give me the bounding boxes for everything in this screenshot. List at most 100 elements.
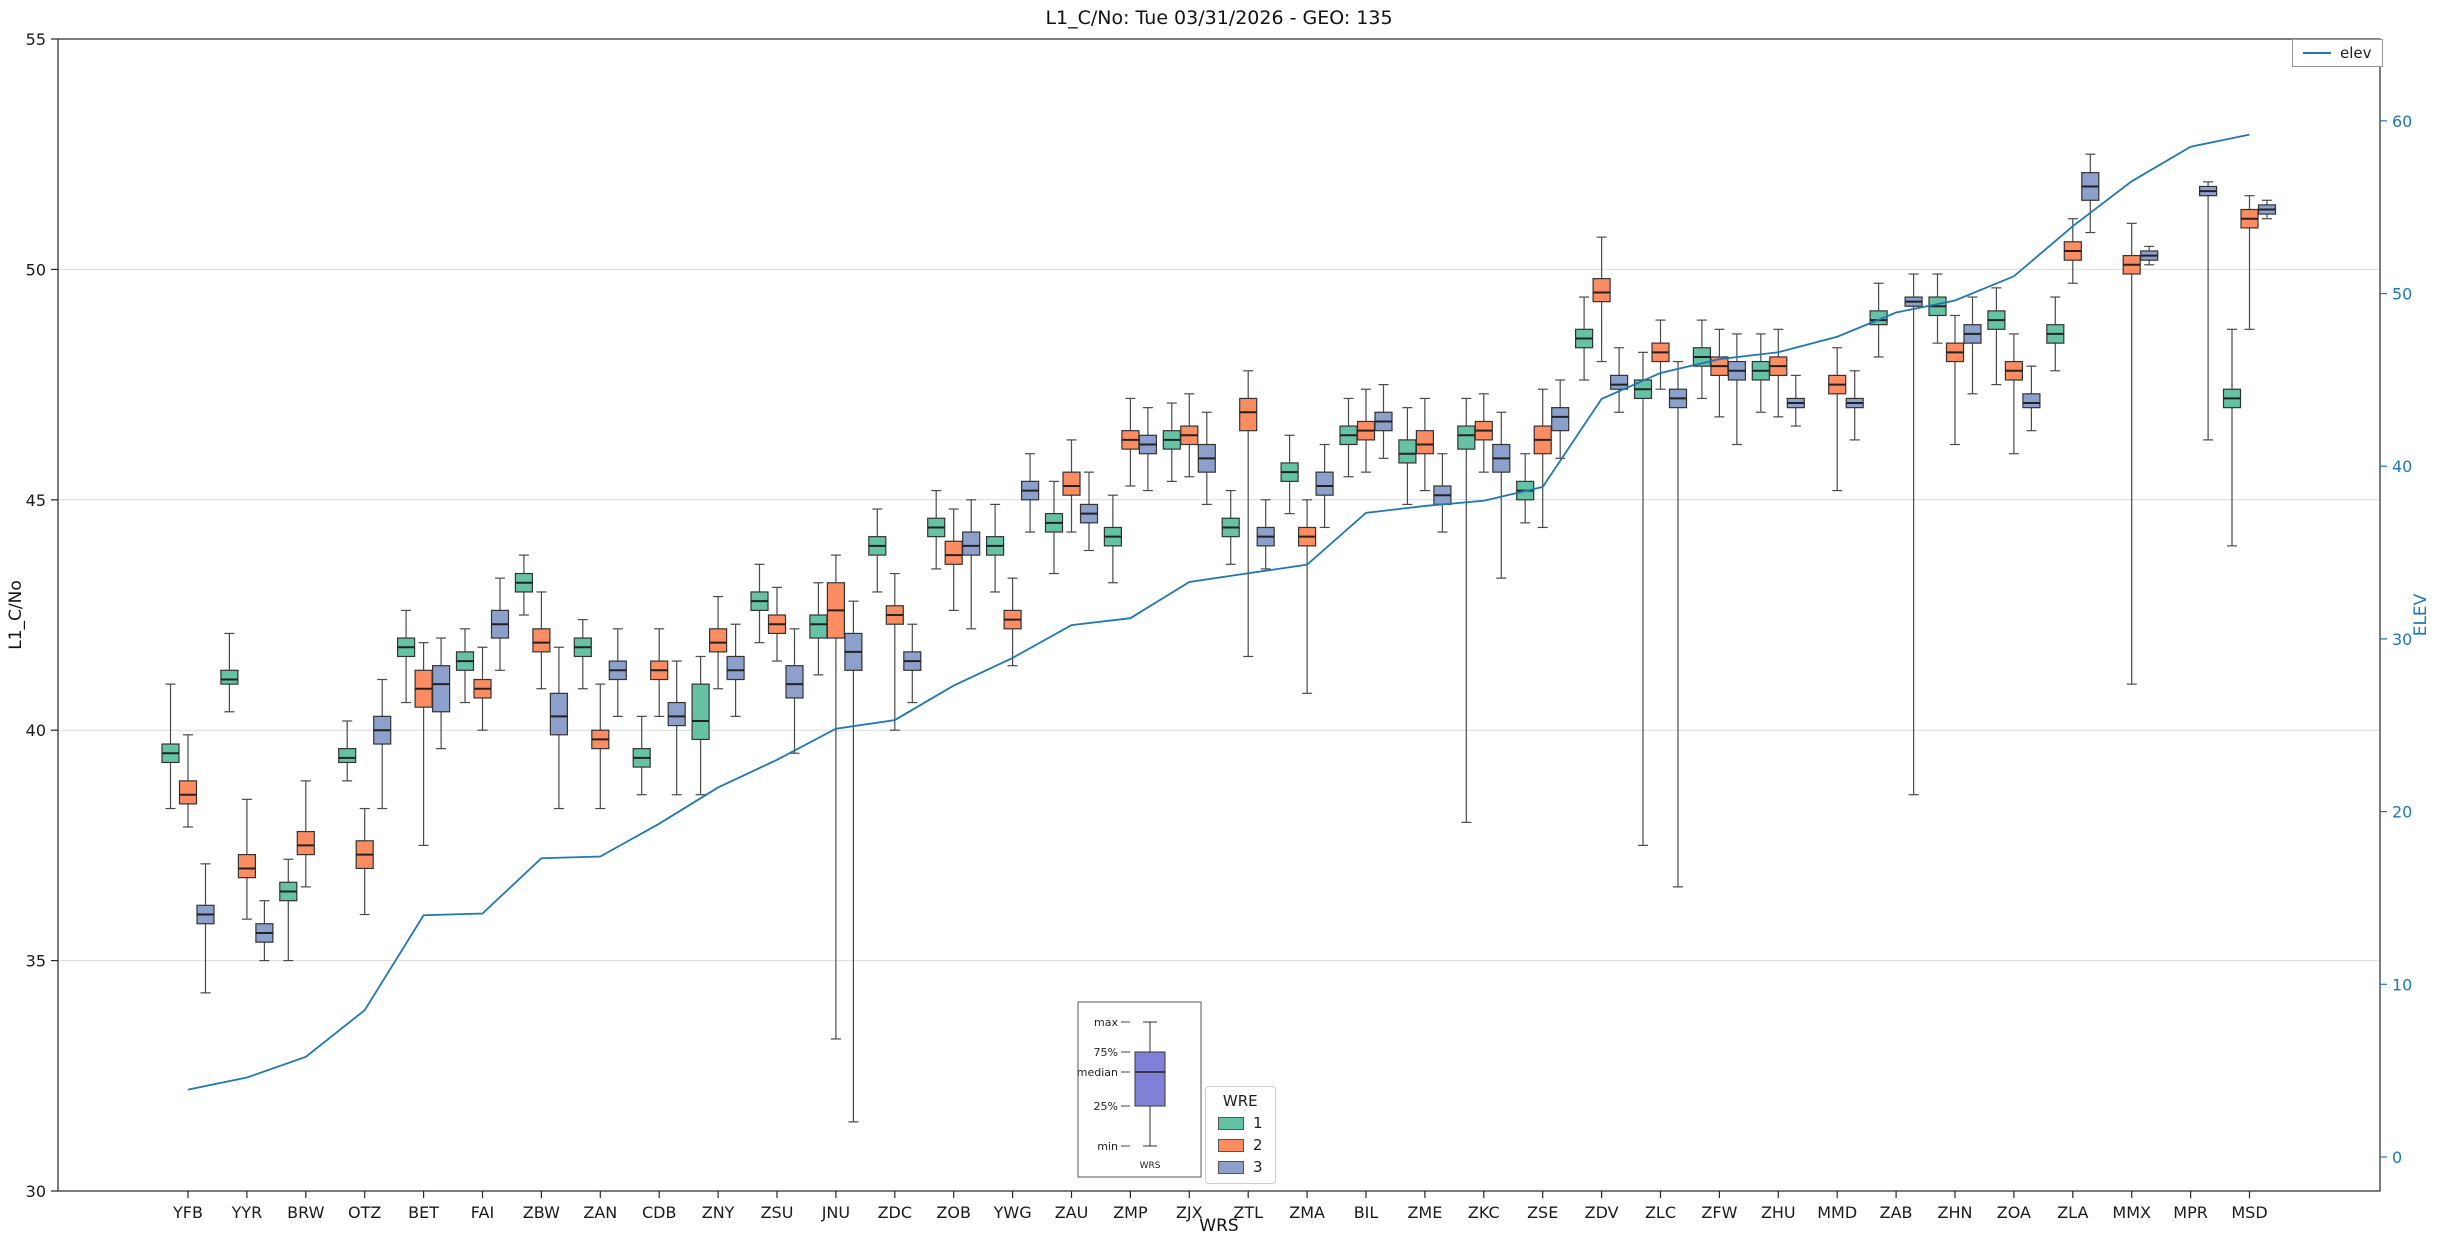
box-group bbox=[767, 586, 787, 662]
category-tick-label: ZSE bbox=[1527, 1203, 1558, 1222]
box bbox=[338, 748, 357, 764]
box bbox=[667, 701, 686, 727]
tick-label: 30 bbox=[2392, 630, 2412, 649]
box bbox=[691, 683, 710, 741]
category-tick-label: BIL bbox=[1354, 1203, 1379, 1222]
category-tick-label: MPR bbox=[2173, 1203, 2208, 1222]
box-group bbox=[2122, 222, 2141, 685]
box bbox=[1592, 278, 1611, 303]
box-group bbox=[826, 554, 846, 1040]
box-group bbox=[296, 780, 315, 888]
box-group bbox=[2063, 218, 2082, 284]
box bbox=[1609, 374, 1629, 390]
box-group bbox=[691, 655, 710, 796]
axes-frame bbox=[57, 38, 2381, 1192]
y-axis-left: 30 35 40 45 50 55 bbox=[26, 30, 58, 1201]
category-tick-label: ZDC bbox=[878, 1203, 912, 1222]
category-tick-label: ZAU bbox=[1055, 1203, 1089, 1222]
box-group bbox=[1356, 388, 1376, 473]
box-group bbox=[785, 628, 804, 754]
box-group bbox=[178, 734, 198, 828]
wre-legend-entry: 1 bbox=[1218, 1114, 1263, 1132]
box bbox=[726, 655, 745, 681]
box-group bbox=[1003, 577, 1022, 667]
box-group bbox=[650, 628, 669, 717]
y-axis-right: 0 10 20 30 40 50 60 bbox=[2380, 112, 2412, 1167]
tick-label: 45 bbox=[26, 491, 46, 510]
wre-legend-entry: 3 bbox=[1218, 1158, 1263, 1176]
box bbox=[532, 628, 551, 653]
category-tick-label: ZMA bbox=[1289, 1203, 1325, 1222]
box-group bbox=[1256, 499, 1275, 570]
box-group bbox=[1162, 402, 1181, 482]
category-tick-label: BET bbox=[408, 1203, 439, 1222]
box bbox=[944, 540, 963, 565]
category-tick-label: YYR bbox=[231, 1203, 263, 1222]
box-group bbox=[1633, 351, 1653, 847]
category-tick-label: FAI bbox=[471, 1203, 494, 1222]
box bbox=[1457, 425, 1476, 450]
box-group bbox=[944, 508, 963, 611]
elev-legend: elev bbox=[2292, 39, 2383, 67]
category-tick-label: ZTL bbox=[1233, 1203, 1263, 1222]
box-group bbox=[573, 619, 592, 690]
box-group bbox=[1963, 296, 1982, 395]
box-group bbox=[1315, 443, 1334, 529]
box-group bbox=[1668, 360, 1688, 888]
box-group bbox=[2081, 153, 2100, 234]
box-group bbox=[1138, 407, 1158, 492]
category-tick-label: MMD bbox=[1817, 1203, 1857, 1222]
wre-legend-title: WRE bbox=[1222, 1092, 1258, 1110]
box-group bbox=[397, 609, 416, 704]
box bbox=[809, 614, 828, 639]
box-group bbox=[1415, 397, 1435, 492]
category-tick-label: CDB bbox=[642, 1203, 676, 1222]
box bbox=[785, 665, 804, 699]
inset-label: min bbox=[1097, 1140, 1118, 1153]
elev-line bbox=[187, 133, 2250, 1091]
wre-entry-label: 2 bbox=[1253, 1136, 1263, 1154]
tick-label: 0 bbox=[2392, 1148, 2402, 1167]
box bbox=[220, 669, 239, 685]
box bbox=[708, 628, 728, 653]
box-group bbox=[338, 720, 357, 782]
box-group bbox=[1121, 397, 1140, 487]
category-tick-label: ZFW bbox=[1701, 1203, 1737, 1222]
box-group bbox=[1828, 347, 1847, 492]
box-group bbox=[1474, 393, 1493, 473]
box-group bbox=[2140, 245, 2159, 266]
box-group bbox=[1651, 319, 1670, 390]
box-group bbox=[1044, 480, 1064, 575]
tick-label: 40 bbox=[26, 721, 46, 740]
box-group bbox=[962, 499, 981, 630]
category-tick-label: ZOB bbox=[936, 1203, 971, 1222]
box-group bbox=[927, 489, 946, 570]
box bbox=[2022, 393, 2041, 409]
category-tick-label: ZJX bbox=[1176, 1203, 1203, 1222]
box bbox=[962, 531, 981, 556]
category-tick-label: BRW bbox=[287, 1203, 324, 1222]
category-tick-label: ZBW bbox=[523, 1203, 560, 1222]
box-group bbox=[373, 678, 392, 810]
box-group bbox=[1433, 453, 1452, 533]
box-group bbox=[1692, 319, 1712, 400]
category-tick-label: MMX bbox=[2112, 1203, 2151, 1222]
box-group bbox=[809, 582, 828, 676]
wre-swatch bbox=[1218, 1138, 1244, 1152]
elev-line-sample-icon bbox=[2303, 52, 2331, 54]
box-group bbox=[455, 628, 475, 704]
box-group bbox=[1280, 434, 1299, 515]
boxplot-series-1 bbox=[161, 273, 2242, 962]
box-group bbox=[2240, 195, 2259, 330]
elev-legend-label: elev bbox=[2340, 44, 2372, 62]
box-group bbox=[532, 591, 551, 690]
tick-label: 50 bbox=[2392, 285, 2412, 304]
inset-label: max bbox=[1094, 1016, 1118, 1029]
box-group bbox=[1751, 333, 1770, 413]
box-group bbox=[885, 572, 904, 731]
box-group bbox=[1609, 347, 1629, 413]
tick-label: 55 bbox=[26, 30, 46, 49]
wre-legend-entry: 2 bbox=[1218, 1136, 1263, 1154]
